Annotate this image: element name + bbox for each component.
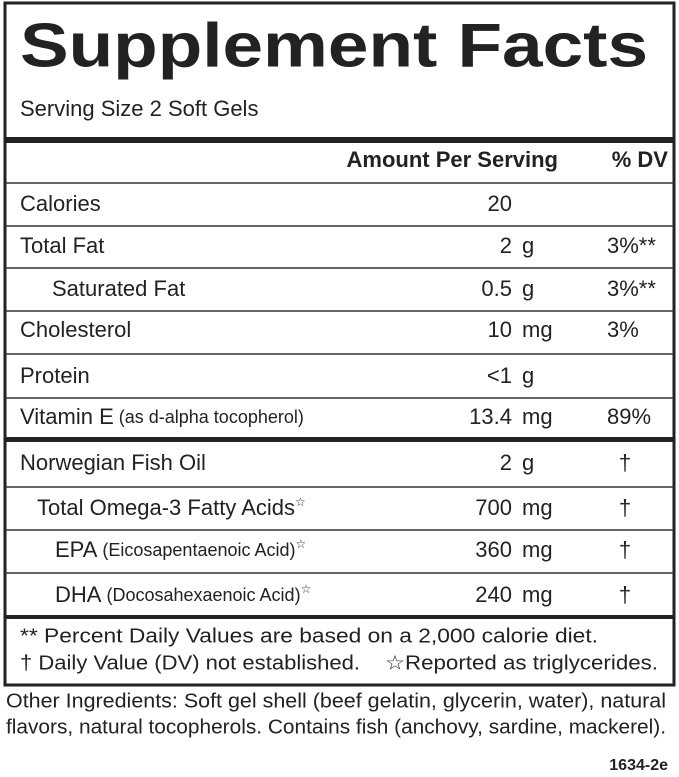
- nutrient-label: Total Omega-3 Fatty Acids: [37, 495, 295, 520]
- unit: g: [522, 276, 534, 301]
- unit: mg: [522, 317, 553, 342]
- nutrient-name: EPA (Eicosapentaenoic Acid)☆: [55, 537, 306, 562]
- unit: g: [522, 233, 534, 258]
- product-code: 1634-2e: [609, 757, 668, 774]
- amount: 20: [488, 191, 512, 216]
- amount: 360: [475, 537, 512, 562]
- nutrient-detail: (Docosahexaenoic Acid): [106, 585, 300, 605]
- unit: g: [522, 450, 534, 475]
- unit: mg: [522, 582, 553, 607]
- triglyceride-star: ☆: [295, 495, 306, 509]
- triglyceride-star: ☆: [296, 537, 307, 551]
- amount: 2: [500, 233, 512, 258]
- amount: 240: [475, 582, 512, 607]
- daily-value: 3%: [607, 317, 639, 342]
- unit: mg: [522, 495, 553, 520]
- nutrient-name: Protein: [20, 363, 90, 388]
- amount: 10: [488, 317, 512, 342]
- serving-size: Serving Size 2 Soft Gels: [20, 96, 258, 121]
- nutrient-name: Cholesterol: [20, 317, 131, 342]
- nutrient-name: Total Fat: [20, 233, 104, 258]
- amount-header: Amount Per Serving: [347, 147, 558, 172]
- amount: 700: [475, 495, 512, 520]
- other-ingredients: flavors, natural tocopherols. Contains f…: [6, 716, 666, 738]
- daily-value: †: [619, 450, 631, 475]
- nutrient-label: Norwegian Fish Oil: [20, 450, 206, 475]
- unit: mg: [522, 537, 553, 562]
- nutrient-label: Calories: [20, 191, 101, 216]
- footnote: ☆Reported as triglycerides.: [385, 652, 658, 674]
- unit: g: [522, 363, 534, 388]
- nutrient-label: Protein: [20, 363, 90, 388]
- dv-header: % DV: [612, 147, 669, 172]
- nutrient-name: Total Omega-3 Fatty Acids☆: [37, 495, 306, 520]
- daily-value: †: [619, 537, 631, 562]
- amount: 0.5: [481, 276, 512, 301]
- thick-rule: [5, 137, 674, 143]
- thick-rule: [5, 437, 674, 442]
- other-ingredients: Other Ingredients: Soft gel shell (beef …: [6, 690, 666, 712]
- unit: mg: [522, 404, 553, 429]
- nutrient-label: EPA: [55, 537, 98, 562]
- daily-value: 3%**: [607, 276, 656, 301]
- nutrient-name: Calories: [20, 191, 101, 216]
- title: Supplement Facts: [20, 11, 648, 80]
- nutrient-name: Vitamin E (as d-alpha tocopherol): [20, 404, 304, 429]
- footnote: † Daily Value (DV) not established.: [20, 652, 360, 674]
- nutrient-name: Norwegian Fish Oil: [20, 450, 206, 475]
- nutrient-name: Saturated Fat: [52, 276, 185, 301]
- triglyceride-star: ☆: [301, 582, 312, 596]
- daily-value: 89%: [607, 404, 651, 429]
- daily-value: †: [619, 582, 631, 607]
- daily-value: 3%**: [607, 233, 656, 258]
- nutrient-label: DHA: [55, 582, 102, 607]
- footnote: ** Percent Daily Values are based on a 2…: [20, 625, 598, 647]
- nutrient-label: Vitamin E: [20, 404, 114, 429]
- nutrient-detail: (as d-alpha tocopherol): [119, 407, 304, 427]
- amount: 13.4: [469, 404, 512, 429]
- nutrient-label: Total Fat: [20, 233, 104, 258]
- nutrient-label: Saturated Fat: [52, 276, 185, 301]
- daily-value: †: [619, 495, 631, 520]
- nutrient-name: DHA (Docosahexaenoic Acid)☆: [55, 582, 311, 607]
- nutrient-label: Cholesterol: [20, 317, 131, 342]
- amount: 2: [500, 450, 512, 475]
- label-border: [3, 1, 676, 687]
- thick-rule: [5, 615, 674, 619]
- nutrient-detail: (Eicosapentaenoic Acid): [102, 540, 295, 560]
- amount: <1: [487, 363, 512, 388]
